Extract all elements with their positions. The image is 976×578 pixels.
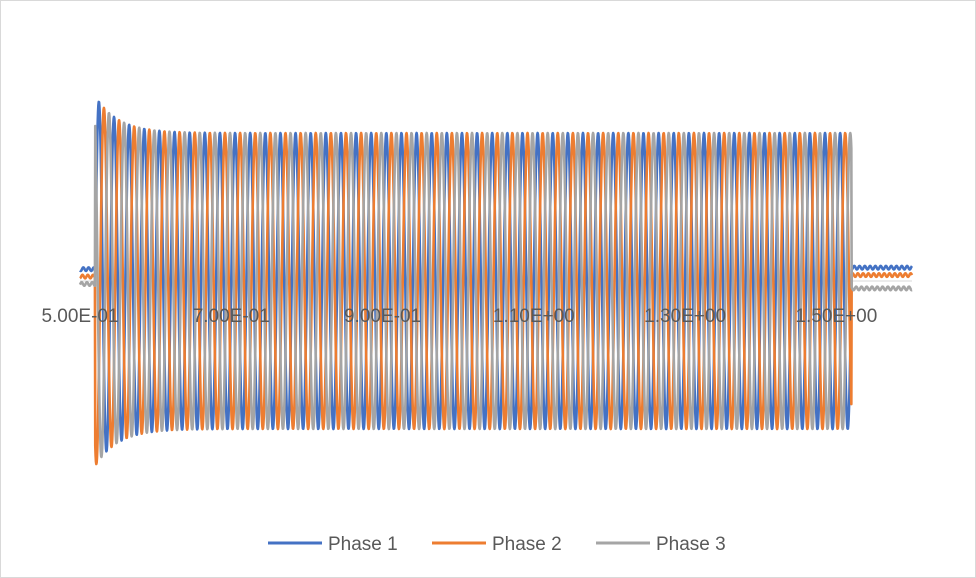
x-tick-label: 5.00E-01 [41,306,118,327]
legend-label: Phase 3 [656,534,726,555]
series-layer [78,100,914,466]
legend-item-phase-2: Phase 2 [432,534,562,555]
legend: Phase 1 Phase 2 Phase 3 [268,534,726,555]
series-line-phase-1 [79,100,914,453]
series-line-phase-3 [78,111,913,459]
x-tick-label: 9.00E-01 [344,306,421,327]
series-line-phase-2 [79,106,914,466]
x-tick-label: 7.00E-01 [193,306,270,327]
x-tick-label: 1.50E+00 [795,306,877,327]
x-axis-tick-labels: 5.00E-01 7.00E-01 9.00E-01 1.10E+00 1.30E+00… [41,306,877,327]
legend-label: Phase 2 [492,534,562,555]
legend-label: Phase 1 [328,534,398,555]
legend-item-phase-3: Phase 3 [596,534,726,555]
x-tick-label: 1.30E+00 [644,306,726,327]
x-tick-label: 1.10E+00 [493,306,575,327]
legend-item-phase-1: Phase 1 [268,534,398,555]
